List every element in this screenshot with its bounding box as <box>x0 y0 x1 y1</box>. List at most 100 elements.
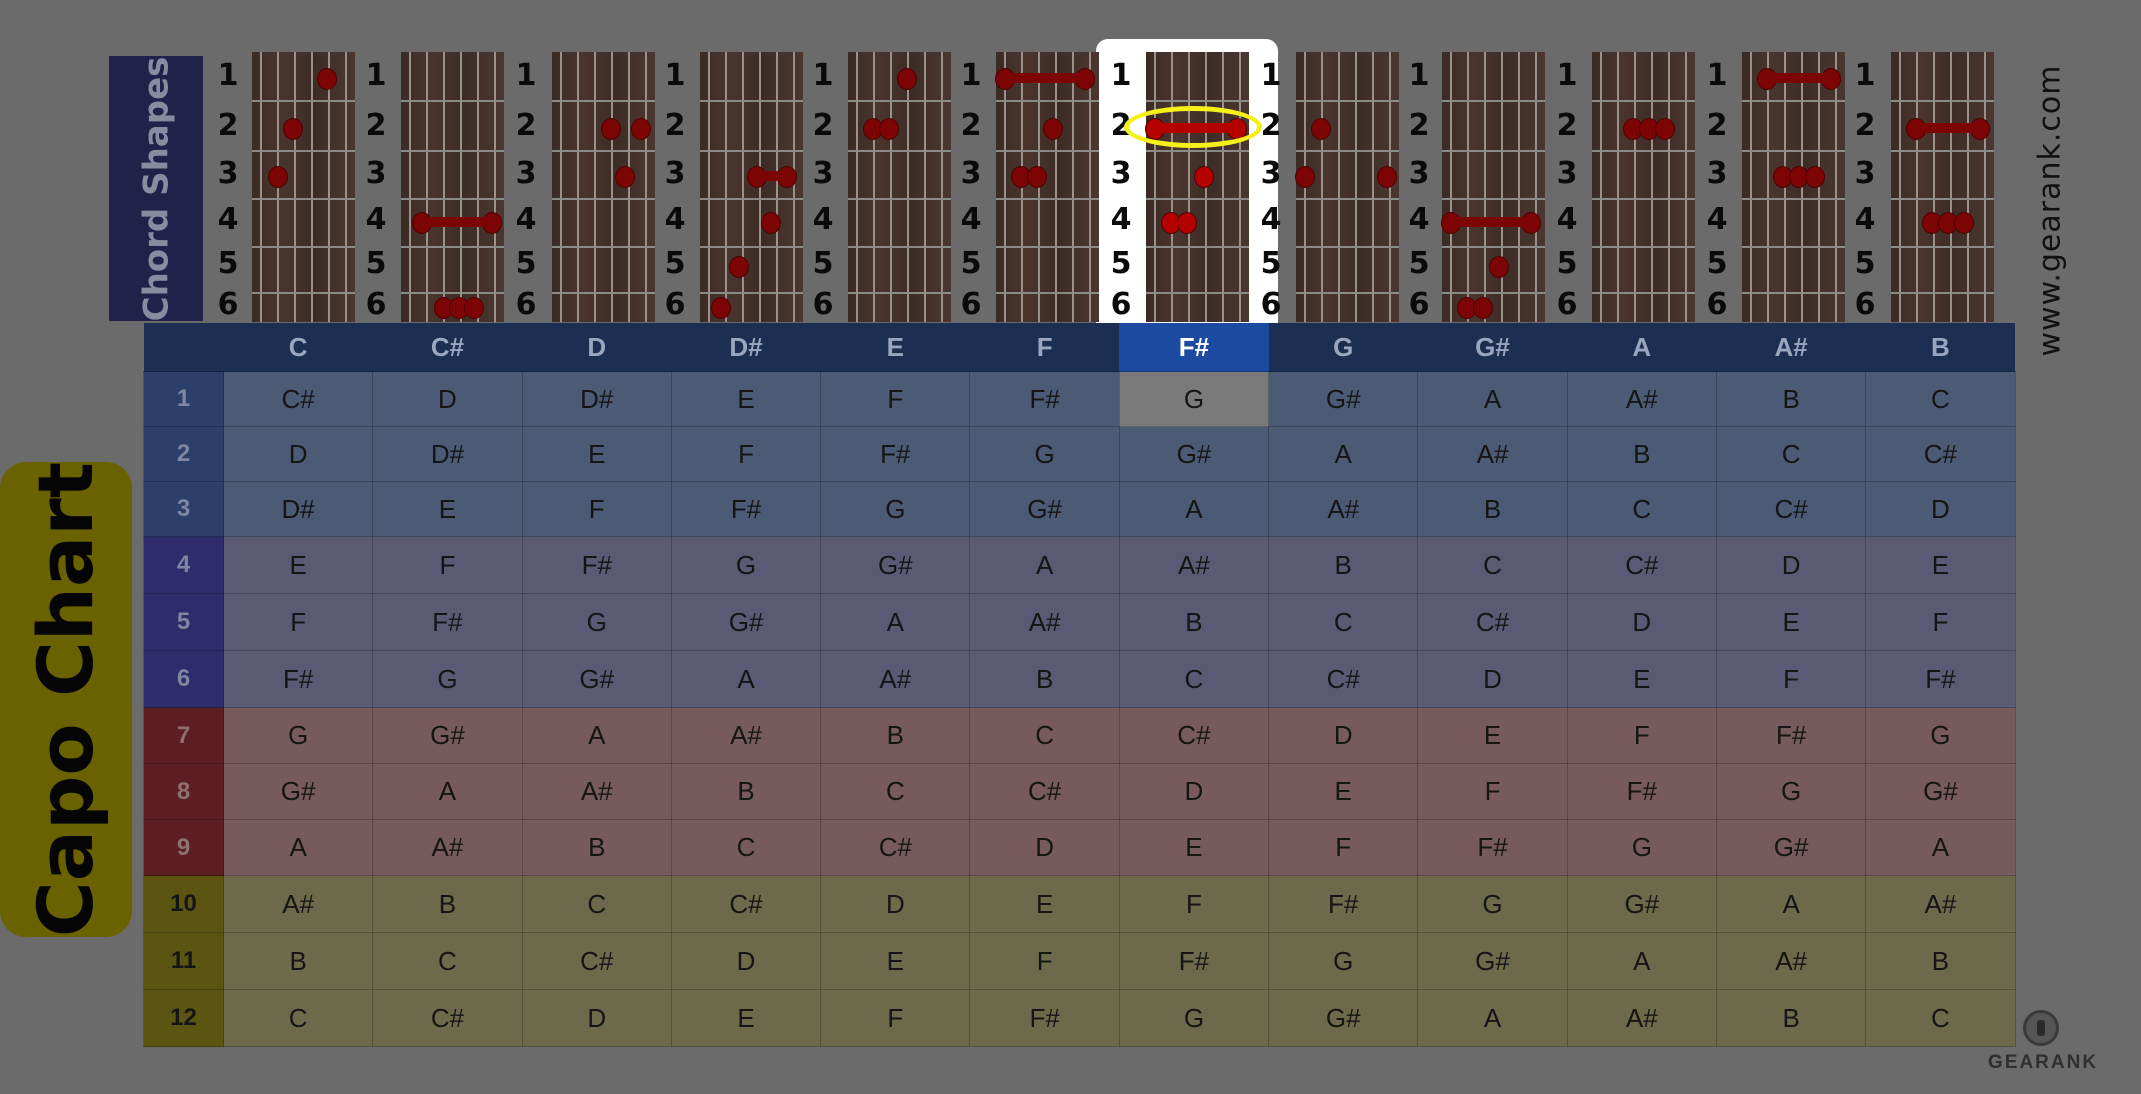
resulting-chord-cell: F <box>670 426 822 482</box>
guitar-string <box>1171 52 1173 322</box>
finger-dot <box>879 118 899 140</box>
barre-line <box>1450 217 1530 227</box>
string-number: 4 <box>1706 202 1728 237</box>
guitar-string <box>426 52 428 322</box>
resulting-chord-cell: C <box>222 989 374 1047</box>
fret-wire <box>252 100 355 102</box>
resulting-chord-cell: C <box>1715 426 1867 482</box>
capo-fret-number: 1 <box>143 371 224 427</box>
string-number: 3 <box>1408 156 1430 191</box>
string-number: 1 <box>365 58 387 93</box>
resulting-chord-cell: C# <box>1268 650 1419 708</box>
string-number: 5 <box>1408 246 1430 281</box>
guitar-string <box>1222 52 1224 322</box>
resulting-chord-cell: A <box>969 536 1120 594</box>
resulting-chord-cell: G <box>1118 371 1270 427</box>
fret-wire <box>1592 150 1695 152</box>
resulting-chord-cell: F# <box>372 593 523 651</box>
string-number: 4 <box>1556 202 1578 237</box>
resulting-chord-cell: F <box>1566 707 1717 764</box>
string-number: 6 <box>1854 287 1876 322</box>
guitar-string <box>776 52 778 322</box>
resulting-chord-cell: F <box>969 932 1120 990</box>
string-number: 5 <box>217 246 239 281</box>
resulting-chord-cell: G# <box>1715 819 1867 876</box>
resulting-chord-cell: E <box>1566 650 1717 708</box>
resulting-chord-cell: A <box>1268 426 1419 482</box>
guitar-string <box>1750 52 1752 322</box>
resulting-chord-cell: A# <box>222 875 374 933</box>
resulting-chord-cell: F <box>1715 650 1867 708</box>
guitar-string <box>1617 52 1619 322</box>
string-number: 3 <box>1260 156 1282 191</box>
capo-row: 10 A# B C C# D E F F# G G# A A# <box>143 875 2016 933</box>
guitar-string <box>1338 52 1340 322</box>
resulting-chord-cell: D <box>1865 481 2016 537</box>
string-number: 5 <box>1706 246 1728 281</box>
string-number: 1 <box>1556 58 1578 93</box>
string-number: 1 <box>217 58 239 93</box>
resulting-chord-cell: C# <box>820 819 971 876</box>
resulting-chord-cell: G <box>1268 932 1419 990</box>
guitar-string <box>1450 52 1452 322</box>
guitar-string <box>1089 52 1091 322</box>
fret-wire <box>1442 246 1545 248</box>
guitar-string <box>460 52 462 322</box>
resulting-chord-cell: A# <box>1566 371 1717 427</box>
resulting-chord-cell: F# <box>820 426 971 482</box>
resulting-chord-cell: D# <box>222 481 374 537</box>
chord-header-row: C C# D D# E F F# G G# A A# B <box>143 323 2016 372</box>
fret-wire <box>1296 150 1399 152</box>
fret-wire <box>1592 198 1695 200</box>
string-number: 2 <box>1706 108 1728 143</box>
chord-header: G# <box>1417 323 1568 372</box>
capo-fret-number: 8 <box>143 763 224 820</box>
string-number: 2 <box>1260 108 1282 143</box>
guitar-string <box>1634 52 1636 322</box>
fretboard-diagram <box>1742 52 1845 322</box>
guitar-string <box>1154 52 1156 322</box>
resulting-chord-cell: A# <box>1268 481 1419 537</box>
string-number: 2 <box>664 108 686 143</box>
guitar-string <box>1950 52 1952 322</box>
guitar-string <box>1685 52 1687 322</box>
fret-wire <box>552 246 655 248</box>
resulting-chord-cell: E <box>1865 536 2016 594</box>
fret-wire <box>1296 198 1399 200</box>
fret-wire <box>1891 100 1994 102</box>
string-number: 2 <box>1408 108 1430 143</box>
resulting-chord-cell: A# <box>670 707 822 764</box>
string-number: 6 <box>1408 287 1430 322</box>
string-number: 4 <box>515 202 537 237</box>
resulting-chord-cell: C# <box>1566 536 1717 594</box>
resulting-chord-cell: C# <box>372 989 523 1047</box>
finger-dot <box>1043 118 1063 140</box>
guitar-string <box>560 52 562 322</box>
fret-wire <box>252 246 355 248</box>
string-number: 3 <box>1556 156 1578 191</box>
chord-header: C <box>223 323 373 372</box>
string-number: 1 <box>515 58 537 93</box>
resulting-chord-cell: B <box>1417 481 1568 537</box>
fret-wire <box>1146 292 1249 294</box>
capo-fret-number: 9 <box>143 819 224 876</box>
resulting-chord-cell: F <box>1268 819 1419 876</box>
guitar-string <box>1767 52 1769 322</box>
string-number: 4 <box>664 202 686 237</box>
string-number: 3 <box>515 156 537 191</box>
string-number: 5 <box>812 246 834 281</box>
resulting-chord-cell: E <box>969 875 1120 933</box>
resulting-chord-cell: G <box>521 593 672 651</box>
resulting-chord-cell: G <box>1715 763 1867 820</box>
string-number: 5 <box>960 246 982 281</box>
resulting-chord-cell: B <box>1268 536 1419 594</box>
fret-wire <box>1742 292 1845 294</box>
resulting-chord-cell: B <box>1865 932 2016 990</box>
microphone-icon <box>2023 1010 2059 1046</box>
string-number: 6 <box>365 287 387 322</box>
guitar-string <box>345 52 347 322</box>
fret-wire <box>401 292 504 294</box>
string-number: 2 <box>217 108 239 143</box>
capo-row: 2 D D# E F F# G G# A A# B C C# <box>143 426 2016 482</box>
guitar-string <box>294 52 296 322</box>
